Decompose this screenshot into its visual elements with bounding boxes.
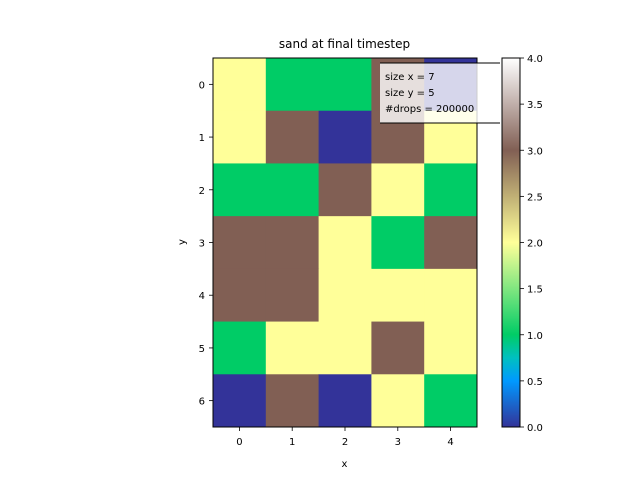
chart-title: sand at final timestep [279, 37, 410, 51]
heatmap-cell [213, 110, 267, 164]
heatmap-cell [424, 268, 478, 323]
heatmap-cell [424, 216, 478, 270]
colorbar-tick-label: 4.0 [527, 54, 543, 65]
heatmap-cell [424, 163, 478, 217]
heatmap-cell [265, 321, 320, 375]
annotation-line-2: size y = 5 [385, 88, 435, 99]
heatmap-cell [265, 216, 320, 270]
y-tick-label: 4 [199, 291, 205, 302]
colorbar-tick-label: 2.5 [527, 192, 543, 203]
heatmap-cell [371, 374, 425, 428]
y-tick-label: 0 [199, 80, 205, 91]
heatmap-cell [213, 58, 267, 112]
heatmap-cell [265, 268, 320, 323]
heatmap-cell [318, 268, 372, 323]
colorbar-tick-label: 0.0 [527, 423, 543, 434]
heatmap-cell [213, 321, 267, 375]
annotation-line-3: #drops = 200000 [385, 104, 474, 115]
colorbar-tick-label: 3.0 [527, 146, 543, 157]
x-tick-label: 2 [342, 437, 348, 448]
y-tick-label: 3 [199, 239, 205, 250]
heatmap-cell [213, 163, 267, 217]
y-tick-label: 6 [199, 397, 205, 408]
heatmap-cell [371, 216, 425, 270]
x-tick-label: 1 [289, 437, 295, 448]
heatmap-cell [371, 268, 425, 323]
heatmap-cell [265, 163, 320, 217]
x-tick-label: 0 [236, 437, 242, 448]
x-axis-label: x [342, 459, 348, 470]
colorbar-tick-label: 1.5 [527, 285, 543, 296]
heatmap-cell [265, 58, 320, 112]
annotation-box: size x = 7 size y = 5 #drops = 200000 [380, 62, 500, 124]
heatmap-cell [265, 374, 320, 428]
annotation-background [380, 62, 500, 124]
x-tick-label: 3 [395, 437, 401, 448]
heatmap-cell [318, 58, 372, 112]
x-tick-label: 4 [447, 437, 453, 448]
y-axis-ticks: 0 1 2 3 4 5 6 [199, 80, 213, 408]
heatmap-cell [371, 321, 425, 375]
y-tick-label: 5 [199, 344, 205, 355]
y-axis-label: y [177, 239, 188, 245]
heatmap-cell [213, 268, 267, 323]
colorbar-ticks: 0.0 0.5 1.0 1.5 2.0 2.5 3.0 3.5 4.0 [520, 54, 543, 434]
heatmap-cell [318, 374, 372, 428]
annotation-line-1: size x = 7 [385, 72, 435, 83]
heatmap-cell [371, 163, 425, 217]
x-axis-ticks: 0 1 2 3 4 [236, 427, 454, 448]
y-tick-label: 1 [199, 133, 205, 144]
colorbar-tick-label: 3.5 [527, 100, 543, 111]
heatmap-cell [318, 321, 372, 375]
heatmap-cell [265, 110, 320, 164]
y-tick-label: 2 [199, 186, 205, 197]
colorbar-tick-label: 1.0 [527, 331, 543, 342]
heatmap-cell [424, 374, 478, 428]
heatmap-cell [318, 216, 372, 270]
colorbar-tick-label: 0.5 [527, 377, 543, 388]
heatmap-cell [318, 163, 372, 217]
colorbar-tick-label: 2.0 [527, 239, 543, 250]
heatmap-cell [213, 374, 267, 428]
heatmap-cell [213, 216, 267, 270]
heatmap-cell [318, 110, 372, 164]
heatmap-cell [424, 321, 478, 375]
colorbar [501, 57, 521, 428]
